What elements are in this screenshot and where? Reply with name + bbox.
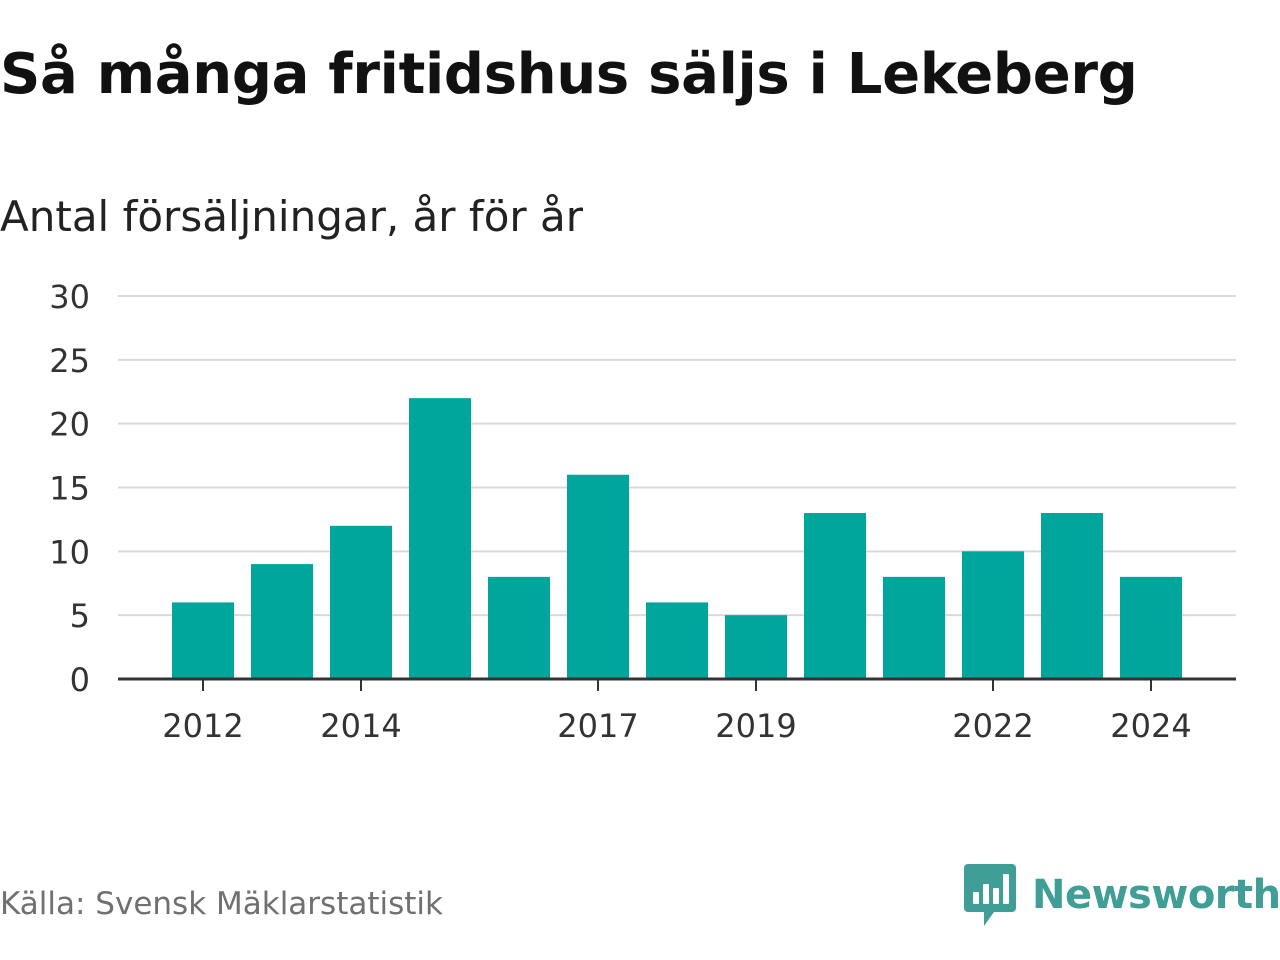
x-tick-label-2017: 2017	[557, 707, 638, 745]
bar-2023	[1041, 513, 1103, 679]
x-tick-label-2022: 2022	[952, 707, 1033, 745]
bar-2017	[567, 474, 629, 679]
bar-2018	[646, 602, 708, 679]
bar-2015	[409, 398, 471, 679]
bar-2019	[725, 615, 787, 679]
x-tick-label-2024: 2024	[1110, 707, 1191, 745]
bar-2022	[962, 551, 1024, 679]
bar-2024	[1120, 576, 1182, 679]
x-axis-tick-labels: 2012 2014 2017 2019 2022 2024	[162, 707, 1191, 745]
bar-chart: 0 5 10 15 20 25 30 2012 2014 2017 2019 2022 2024	[49, 278, 1236, 745]
newsworthy-chart-bubble-icon	[964, 864, 1016, 926]
y-tick-label-30: 30	[49, 278, 90, 316]
chart-subtitle: Antal försäljningar, år för år	[0, 192, 584, 241]
brand-logo: Newsworthy	[964, 864, 1280, 926]
y-tick-label-5: 5	[70, 597, 90, 635]
y-tick-label-15: 15	[49, 470, 90, 508]
x-tick-label-2014: 2014	[320, 707, 401, 745]
y-tick-label-0: 0	[70, 661, 90, 699]
source-note: Källa: Svensk Mäklarstatistik	[0, 886, 443, 922]
y-tick-label-10: 10	[49, 533, 90, 571]
x-tick-label-2019: 2019	[715, 707, 796, 745]
bar-2013	[251, 564, 313, 679]
bar-2020	[804, 513, 866, 679]
bar-2021	[883, 576, 945, 679]
y-tick-label-25: 25	[49, 342, 90, 380]
y-tick-label-20: 20	[49, 406, 90, 444]
bar-2014	[330, 525, 392, 679]
brand-name: Newsworthy	[1032, 872, 1280, 918]
chart-title: Så många fritidshus säljs i Lekeberg	[0, 42, 1138, 107]
bars	[172, 398, 1182, 679]
y-axis-tick-labels: 0 5 10 15 20 25 30	[49, 278, 90, 699]
x-tick-label-2012: 2012	[162, 707, 243, 745]
bar-2016	[488, 576, 550, 679]
bar-2012	[172, 602, 234, 679]
x-axis	[118, 677, 1236, 691]
